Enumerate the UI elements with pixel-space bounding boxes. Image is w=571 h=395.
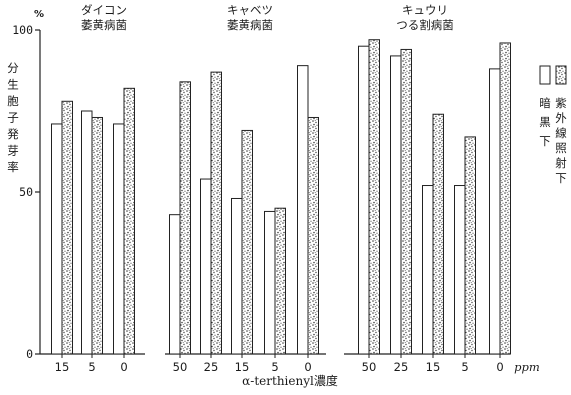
x-tick-label-g2-50: 50 [173,360,188,374]
y-axis-label: 分生胞子発芽率 [7,61,19,174]
bar-dark-g3-0 [489,68,501,355]
legend-label-uv-char: 下 [555,171,567,185]
bar-dark-g1-0 [113,123,125,355]
bar-dark-g2-0 [297,65,309,355]
bar-uv-g2-15 [241,129,253,355]
y-tick-label-50: 50 [19,185,33,199]
x-tick-label-g3-50: 50 [362,360,377,374]
bar-dark-g1-15 [51,123,63,355]
bar-dark-g3-25 [390,55,402,355]
bar-uv-g3-50 [368,39,380,355]
y-unit-label: % [34,9,44,20]
bar-dark-g2-50 [169,214,181,355]
y-tick-label-100: 100 [12,23,33,37]
bar-group-2 [169,65,319,355]
bar-uv-g3-0 [499,42,511,355]
y-axis-label-char: 生 [7,78,19,92]
bar-uv-g1-15 [61,100,73,355]
legend-label-dark: 暗黒下 [539,96,551,148]
y-axis-label-char: 子 [7,111,19,125]
legend-label-dark-char: 黒 [539,115,551,129]
y-axis-label-char: 発 [7,127,19,141]
bar-dark-g3-5 [454,185,466,355]
x-tick-label-g2-15: 15 [235,360,250,374]
x-tick-label-g2-0: 0 [304,360,311,374]
y-axis-label-char: 胞 [7,94,19,108]
group-title-3-line-1: キュウリ [402,3,448,17]
bar-dark-g3-15 [422,185,434,355]
group-title-2-line-2: 萎黄病菌 [227,18,273,32]
bar-dark-g2-5 [264,210,276,355]
bar-uv-g3-5 [464,136,476,355]
legend-label-uv: 紫外線照射下 [555,96,567,185]
bar-uv-g2-25 [210,71,222,355]
bar-uv-g3-15 [432,113,444,355]
x-tick-label-g1-15: 15 [55,360,70,374]
x-unit-label: ppm [514,360,540,374]
x-tick-label-g3-5: 5 [461,360,468,374]
bar-group-3 [358,39,511,355]
bar-dark-g2-15 [231,197,243,355]
legend-label-uv-char: 紫 [555,96,567,110]
x-tick-label-g1-0: 0 [120,360,127,374]
x-tick-label-g2-5: 5 [271,360,278,374]
legend-label-uv-char: 射 [555,156,567,170]
x-tick-label-g3-0: 0 [496,360,503,374]
x-tick-label-g1-5: 5 [88,360,95,374]
bars-layer [51,39,511,355]
y-axis-label-char: 芽 [7,144,19,158]
group-title-1-line-2: 萎黄病菌 [81,18,127,32]
bar-dark-g1-5 [81,110,93,355]
legend-label-uv-char: 線 [555,126,567,140]
bar-group-1 [51,87,135,355]
bar-dark-g3-50 [358,45,370,355]
x-tick-label-g3-25: 25 [394,360,409,374]
x-tick-label-g3-15: 15 [426,360,441,374]
group-title-2-line-1: キャベツ [227,3,273,17]
legend-swatch-dark [539,65,551,85]
y-axis-label-char: 率 [7,160,19,174]
y-axis-label-char: 分 [7,61,19,75]
bar-uv-g1-5 [91,116,103,355]
legend-label-dark-char: 暗 [539,96,551,110]
legend-swatch-uv [555,65,567,85]
legend-label-dark-char: 下 [539,134,551,148]
group-title-1-line-1: ダイコン [81,3,127,17]
bar-uv-g2-5 [274,207,286,355]
x-axis-label: α-terthienyl濃度 [242,373,338,388]
bar-dark-g2-25 [200,178,212,355]
bar-uv-g1-0 [123,87,135,355]
legend-label-uv-char: 外 [555,111,567,125]
bar-uv-g2-50 [179,81,191,355]
bar-uv-g3-25 [400,48,412,355]
legend-label-uv-char: 照 [555,141,567,155]
x-tick-label-g2-25: 25 [204,360,219,374]
group-title-3-line-2: つる割病菌 [396,18,454,32]
y-tick-label-0: 0 [26,347,33,361]
bar-uv-g2-0 [307,116,319,355]
